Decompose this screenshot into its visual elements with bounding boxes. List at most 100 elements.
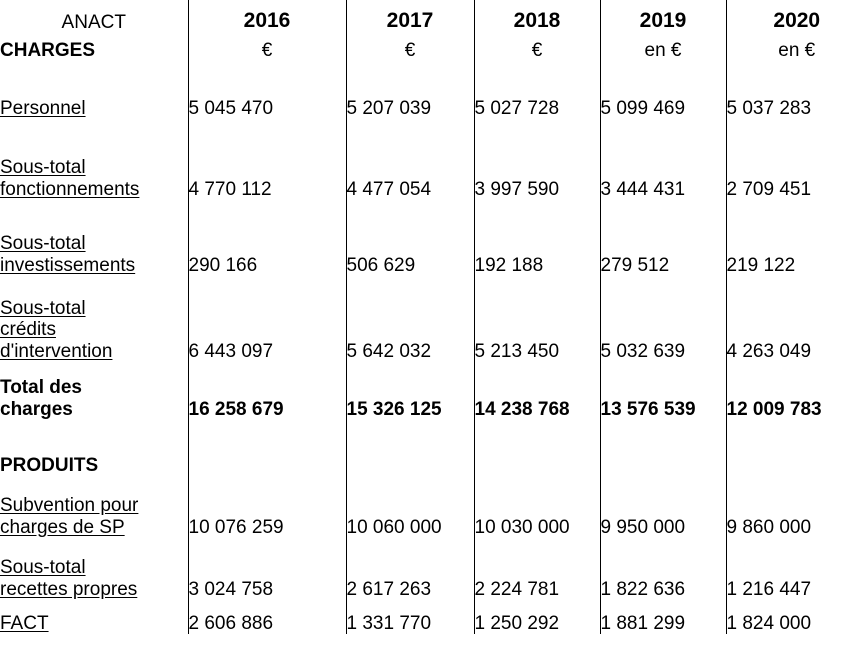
cell-charges-2016: € <box>187 33 346 61</box>
cell-sous-total-fonctionnements-2020: 2 709 451 <box>725 119 867 200</box>
row-label-sous-total-recettes-propres: Sous-total recettes propres <box>0 538 188 600</box>
row-label-line: Subvention pour <box>0 495 188 516</box>
cell-subvention-charges-sp-2016: 10 076 259 <box>187 476 346 538</box>
table-row: Subvention pour charges de SP 10 076 259 1… <box>0 476 867 538</box>
row-label-text: Sous-total <box>0 233 86 255</box>
column-header-2016: 2016 <box>187 0 346 33</box>
cell-subvention-charges-sp-2019: 9 950 000 <box>599 476 726 538</box>
row-label-line: CHARGES <box>0 39 96 61</box>
cell-total-des-charges-2016: 16 258 679 <box>187 362 346 420</box>
cell-sous-total-investissements-2019: 279 512 <box>599 200 726 276</box>
cell-personnel-2016: 5 045 470 <box>187 61 346 119</box>
column-header-2019: 2019 <box>599 0 726 33</box>
table-body: CHARGES € € € en € en € Personnel 5 045 470 5 20… <box>0 33 867 634</box>
cell-total-des-charges-2020: 12 009 783 <box>725 362 867 420</box>
cell-produits-2020 <box>725 444 867 476</box>
row-label-text: FACT <box>0 612 49 634</box>
cell-spacer-2016 <box>187 420 346 444</box>
cell-sous-total-recettes-propres-2020: 1 216 447 <box>725 538 867 600</box>
cell-sous-total-fonctionnements-2016: 4 770 112 <box>187 119 346 200</box>
cell-sous-total-investissements-2020: 219 122 <box>725 200 867 276</box>
column-header-2018: 2018 <box>473 0 600 33</box>
column-header-2017: 2017 <box>345 0 474 33</box>
row-label-line: recettes propres <box>0 579 188 600</box>
cell-sous-total-credits-intervention-2019: 5 032 639 <box>599 276 726 362</box>
cell-total-des-charges-2018: 14 238 768 <box>473 362 600 420</box>
table-row: Total des charges 16 258 679 15 326 125 14 2… <box>0 362 867 420</box>
cell-sous-total-fonctionnements-2018: 3 997 590 <box>473 119 600 200</box>
cell-sous-total-recettes-propres-2019: 1 822 636 <box>599 538 726 600</box>
cell-fact-2018: 1 250 292 <box>473 600 600 634</box>
cell-sous-total-fonctionnements-2019: 3 444 431 <box>599 119 726 200</box>
row-label-line: crédits <box>0 319 188 340</box>
row-label-text: investissements <box>0 254 136 276</box>
cell-personnel-2018: 5 027 728 <box>473 61 600 119</box>
cell-sous-total-recettes-propres-2018: 2 224 781 <box>473 538 600 600</box>
row-label-line: fonctionnements <box>0 179 188 200</box>
table-row: Sous-total recettes propres 3 024 758 2 61… <box>0 538 867 600</box>
cell-produits-2016 <box>187 444 346 476</box>
row-label-spacer <box>0 420 188 444</box>
row-label-text: Personnel <box>0 97 86 119</box>
cell-spacer-2017 <box>345 420 474 444</box>
table-row: Personnel 5 045 470 5 207 039 5 027 728 5 09… <box>0 61 867 119</box>
cell-produits-2018 <box>473 444 600 476</box>
row-label-personnel: Personnel <box>0 61 188 119</box>
table-row: FACT 2 606 886 1 331 770 1 250 292 1 881 299… <box>0 600 867 634</box>
cell-subvention-charges-sp-2017: 10 060 000 <box>345 476 474 538</box>
cell-subvention-charges-sp-2018: 10 030 000 <box>473 476 600 538</box>
cell-sous-total-recettes-propres-2016: 3 024 758 <box>187 538 346 600</box>
cell-total-des-charges-2017: 15 326 125 <box>345 362 474 420</box>
row-label-text: Sous-total <box>0 298 86 320</box>
cell-sous-total-credits-intervention-2016: 6 443 097 <box>187 276 346 362</box>
cell-charges-2020: en € <box>725 33 867 61</box>
row-label-line: charges <box>0 398 73 420</box>
row-label-text: Sous-total <box>0 557 86 579</box>
table-row: PRODUITS <box>0 444 867 476</box>
row-label-line: Total des <box>0 377 82 399</box>
row-label-fact: FACT <box>0 600 188 634</box>
cell-spacer-2019 <box>599 420 726 444</box>
row-label-text: crédits <box>0 319 56 341</box>
table-row: Sous-total fonctionnements 4 770 112 4 477… <box>0 119 867 200</box>
cell-fact-2016: 2 606 886 <box>187 600 346 634</box>
cell-sous-total-investissements-2018: 192 188 <box>473 200 600 276</box>
cell-spacer-2020 <box>725 420 867 444</box>
cell-sous-total-credits-intervention-2020: 4 263 049 <box>725 276 867 362</box>
column-header-anact: ANACT <box>61 11 126 33</box>
row-label-line: Sous-total <box>0 233 188 254</box>
row-label-subvention-charges-sp: Subvention pour charges de SP <box>0 476 188 538</box>
table-header: ANACT 2016 2017 2018 2019 2020 <box>0 0 867 33</box>
row-label-charges: CHARGES <box>0 33 188 61</box>
row-label-line: Sous-total <box>0 557 188 578</box>
cell-personnel-2017: 5 207 039 <box>345 61 474 119</box>
row-label-text: recettes propres <box>0 578 138 600</box>
cell-charges-2019: en € <box>599 33 726 61</box>
row-label-line: charges de SP <box>0 517 188 538</box>
row-label-sous-total-credits-intervention: Sous-total crédits d'intervention <box>0 276 188 362</box>
cell-personnel-2020: 5 037 283 <box>725 61 867 119</box>
cell-fact-2020: 1 824 000 <box>725 600 867 634</box>
row-label-line: Personnel <box>0 98 188 119</box>
row-label-sous-total-investissements: Sous-total investissements <box>0 200 188 276</box>
row-label-line: d'intervention <box>0 341 188 362</box>
table-row: Sous-total investissements 290 166 506 629… <box>0 200 867 276</box>
cell-sous-total-recettes-propres-2017: 2 617 263 <box>345 538 474 600</box>
cell-sous-total-fonctionnements-2017: 4 477 054 <box>345 119 474 200</box>
row-label-text: Subvention pour <box>0 495 139 517</box>
cell-sous-total-credits-intervention-2017: 5 642 032 <box>345 276 474 362</box>
row-label-text: d'intervention <box>0 340 113 362</box>
budget-table: ANACT 2016 2017 2018 2019 2020 CHARGES € €… <box>0 0 867 634</box>
cell-fact-2019: 1 881 299 <box>599 600 726 634</box>
cell-fact-2017: 1 331 770 <box>345 600 474 634</box>
row-label-text: fonctionnements <box>0 178 140 200</box>
row-label-line: investissements <box>0 255 188 276</box>
table-row <box>0 420 867 444</box>
cell-personnel-2019: 5 099 469 <box>599 61 726 119</box>
table-row: CHARGES € € € en € en € <box>0 33 867 61</box>
cell-spacer-2018 <box>473 420 600 444</box>
cell-sous-total-credits-intervention-2018: 5 213 450 <box>473 276 600 362</box>
cell-produits-2019 <box>599 444 726 476</box>
row-label-line: FACT <box>0 613 188 634</box>
row-label-text: Sous-total <box>0 157 86 179</box>
